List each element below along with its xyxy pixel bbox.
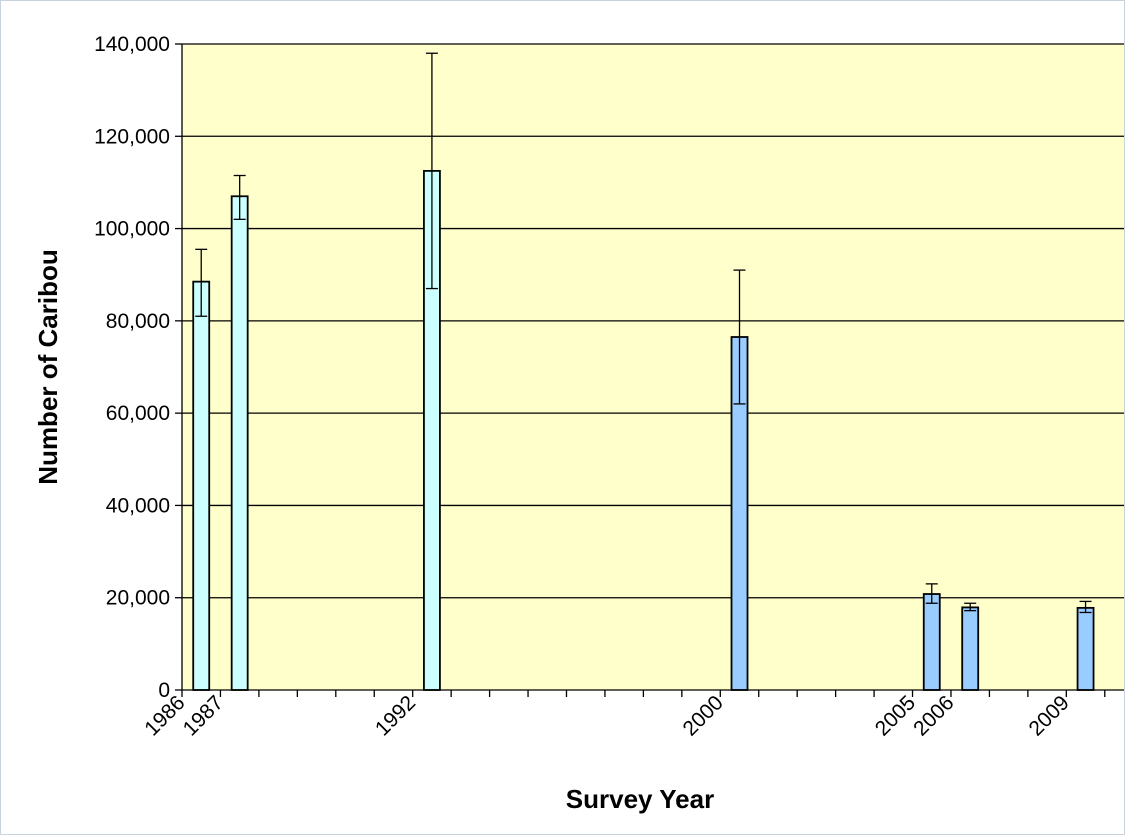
x-axis-title: Survey Year (566, 784, 714, 814)
x-tick-label: 2009 (1025, 691, 1074, 740)
y-tick-label: 60,000 (106, 402, 170, 425)
bar (922, 593, 941, 691)
y-tick-labels: 0 20,000 40,000 60,000 80,000 100,000 120,000 1… (94, 33, 170, 702)
x-tick-label: 1986 (140, 691, 189, 740)
y-tick-label: 40,000 (106, 494, 170, 517)
y-tick-label: 100,000 (94, 218, 170, 241)
y-tick-label: 0 (158, 679, 170, 702)
plot-area (182, 44, 1124, 690)
bar (961, 606, 980, 691)
y-tick-label: 80,000 (106, 310, 170, 333)
x-tick-label: 1987 (179, 691, 228, 740)
x-tick-label: 2000 (679, 691, 728, 740)
y-tick-label: 120,000 (94, 125, 170, 148)
x-tick-label: 2005 (871, 691, 920, 740)
bar (192, 280, 211, 691)
grid-lines (182, 43, 1124, 599)
error-bars (195, 52, 1092, 614)
x-tick-label: 2006 (909, 691, 958, 740)
axes (175, 43, 1124, 697)
bar (1076, 606, 1095, 691)
y-tick-label: 20,000 (106, 587, 170, 610)
x-tick-label: 1992 (371, 691, 420, 740)
y-tick-label: 140,000 (94, 33, 170, 56)
y-axis-title: Number of Caribou (33, 249, 63, 484)
bar (230, 195, 249, 691)
